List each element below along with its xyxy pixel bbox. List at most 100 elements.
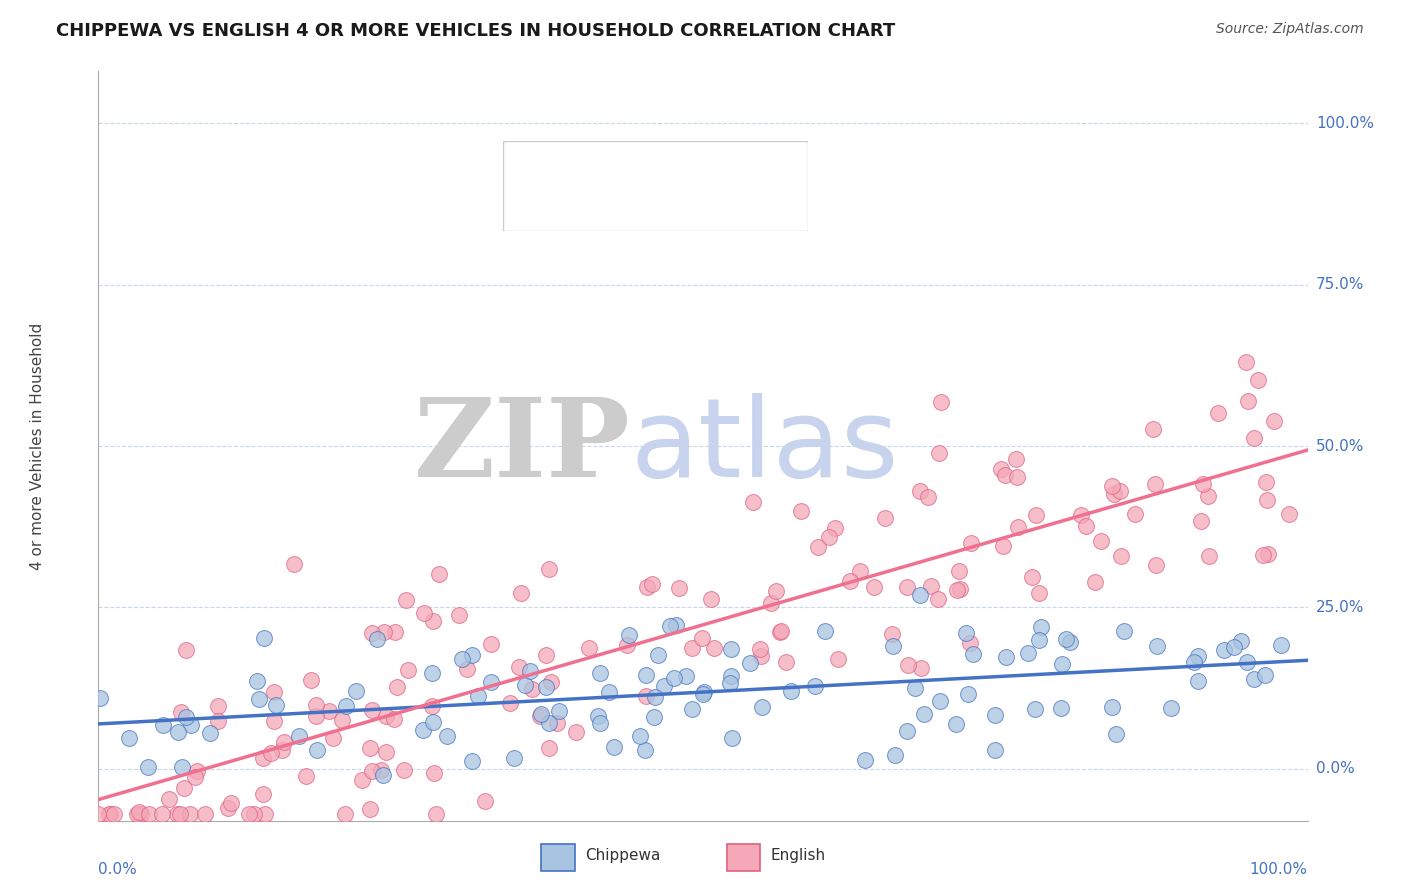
Text: R = 0.145: R = 0.145 bbox=[564, 158, 640, 173]
Point bbox=[1254, 668, 1277, 682]
Point bbox=[1007, 520, 1029, 534]
Point bbox=[598, 685, 620, 699]
Point bbox=[538, 741, 561, 756]
Point bbox=[128, 805, 150, 819]
Point bbox=[520, 681, 543, 696]
Point bbox=[738, 657, 761, 671]
Point bbox=[1021, 570, 1043, 584]
Point bbox=[305, 709, 328, 723]
Point bbox=[949, 582, 972, 596]
Point bbox=[1101, 478, 1123, 492]
Point bbox=[179, 807, 201, 822]
Point bbox=[1025, 508, 1047, 522]
Point bbox=[166, 807, 188, 822]
Point bbox=[374, 709, 396, 723]
Point bbox=[1257, 547, 1279, 561]
Point bbox=[157, 792, 180, 806]
Point bbox=[779, 683, 801, 698]
Point bbox=[1074, 518, 1097, 533]
Point bbox=[385, 680, 408, 694]
FancyBboxPatch shape bbox=[503, 142, 808, 231]
Point bbox=[89, 690, 111, 705]
Point bbox=[589, 716, 612, 731]
Point bbox=[184, 770, 207, 784]
Point bbox=[186, 764, 208, 779]
Point bbox=[765, 583, 787, 598]
FancyBboxPatch shape bbox=[727, 844, 761, 871]
Point bbox=[1184, 656, 1206, 670]
Point bbox=[959, 636, 981, 650]
Point bbox=[839, 574, 862, 588]
Point bbox=[217, 800, 239, 814]
Point bbox=[330, 713, 353, 727]
Point bbox=[929, 694, 952, 708]
Point bbox=[1105, 727, 1128, 741]
Point bbox=[546, 715, 568, 730]
Point bbox=[665, 618, 688, 632]
Point bbox=[515, 678, 537, 692]
Point bbox=[692, 687, 714, 701]
Point bbox=[668, 582, 690, 596]
Point bbox=[449, 607, 471, 622]
Point bbox=[636, 689, 658, 703]
Point bbox=[266, 698, 288, 713]
Point bbox=[827, 651, 849, 665]
Point bbox=[87, 807, 110, 822]
Point bbox=[499, 697, 522, 711]
Point bbox=[1236, 655, 1258, 669]
Point bbox=[643, 710, 665, 724]
Point bbox=[423, 765, 446, 780]
Point bbox=[929, 395, 952, 409]
Point bbox=[1070, 508, 1092, 523]
Point bbox=[117, 731, 139, 745]
Point bbox=[1017, 646, 1039, 660]
Point bbox=[1144, 558, 1167, 572]
Point bbox=[249, 691, 271, 706]
Point bbox=[427, 567, 450, 582]
Point bbox=[422, 714, 444, 729]
Point bbox=[461, 754, 484, 768]
Point bbox=[769, 624, 792, 638]
Point bbox=[305, 698, 328, 712]
Point bbox=[662, 671, 685, 685]
Point bbox=[152, 718, 174, 732]
Point bbox=[751, 699, 773, 714]
Point bbox=[990, 462, 1012, 476]
Point bbox=[198, 726, 221, 740]
Point bbox=[536, 680, 558, 694]
Point bbox=[98, 807, 121, 822]
Point bbox=[644, 690, 666, 704]
Point bbox=[641, 576, 664, 591]
Point bbox=[395, 593, 418, 607]
Point bbox=[849, 565, 872, 579]
Point bbox=[1102, 487, 1125, 501]
Point bbox=[373, 624, 395, 639]
Point bbox=[718, 676, 741, 690]
Point bbox=[927, 592, 949, 607]
Point bbox=[703, 640, 725, 655]
Point bbox=[252, 787, 274, 801]
Point bbox=[346, 684, 368, 698]
Text: 4 or more Vehicles in Household: 4 or more Vehicles in Household bbox=[31, 322, 45, 570]
Point bbox=[903, 681, 925, 695]
FancyBboxPatch shape bbox=[541, 844, 575, 871]
Point bbox=[884, 748, 907, 763]
Point bbox=[1054, 632, 1077, 646]
Point bbox=[652, 679, 675, 693]
Point bbox=[1050, 657, 1073, 672]
Point bbox=[169, 705, 191, 719]
Point bbox=[1230, 634, 1253, 648]
Point bbox=[955, 626, 977, 640]
Point bbox=[1142, 422, 1164, 436]
Point bbox=[1191, 514, 1213, 528]
Point bbox=[335, 698, 357, 713]
Text: R = 0.738: R = 0.738 bbox=[564, 201, 640, 216]
Point bbox=[1007, 470, 1029, 484]
Point bbox=[991, 539, 1014, 553]
Point bbox=[908, 588, 931, 602]
Point bbox=[1270, 639, 1292, 653]
Point bbox=[138, 807, 160, 822]
Point bbox=[537, 716, 560, 731]
Point bbox=[1197, 490, 1219, 504]
Point bbox=[530, 706, 553, 721]
